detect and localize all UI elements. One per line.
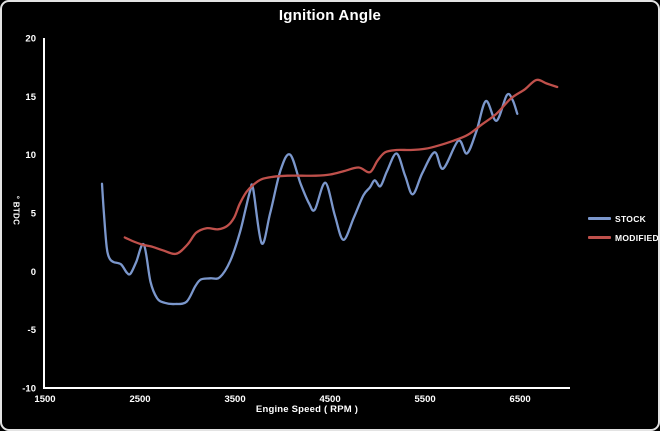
x-tick-label: 3500 [224, 394, 245, 405]
legend-label-modified: MODIFIED [615, 232, 659, 243]
y-tick-label: 10 [25, 150, 36, 161]
x-tick-label: 1500 [34, 394, 55, 405]
legend: STOCK MODIFIED [588, 209, 659, 247]
legend-item-modified: MODIFIED [588, 228, 659, 247]
x-axis-title: Engine Speed ( RPM ) [255, 404, 359, 415]
x-tick-label: 5500 [415, 394, 436, 405]
y-tick-label: -10 [22, 384, 36, 395]
stock-series-line [100, 92, 519, 306]
modified-line-swatch [588, 236, 611, 239]
y-tick-label: 15 [25, 92, 36, 103]
x-tick-label: 6500 [510, 394, 531, 405]
y-tick-label: 0 [31, 267, 36, 278]
y-tick-label: -5 [28, 325, 37, 336]
y-tick-label: 20 [25, 34, 36, 45]
chart-title: Ignition Angle [278, 7, 382, 24]
x-tick-label: 2500 [129, 394, 150, 405]
legend-label-stock: STOCK [615, 213, 647, 224]
modified-series-line [123, 78, 559, 256]
y-axis-title: ° BTDC [11, 195, 21, 226]
stock-line-swatch [588, 217, 611, 220]
y-tick-label: 5 [31, 209, 37, 220]
x-tick-label: 4500 [319, 394, 340, 405]
legend-item-stock: STOCK [588, 209, 659, 228]
